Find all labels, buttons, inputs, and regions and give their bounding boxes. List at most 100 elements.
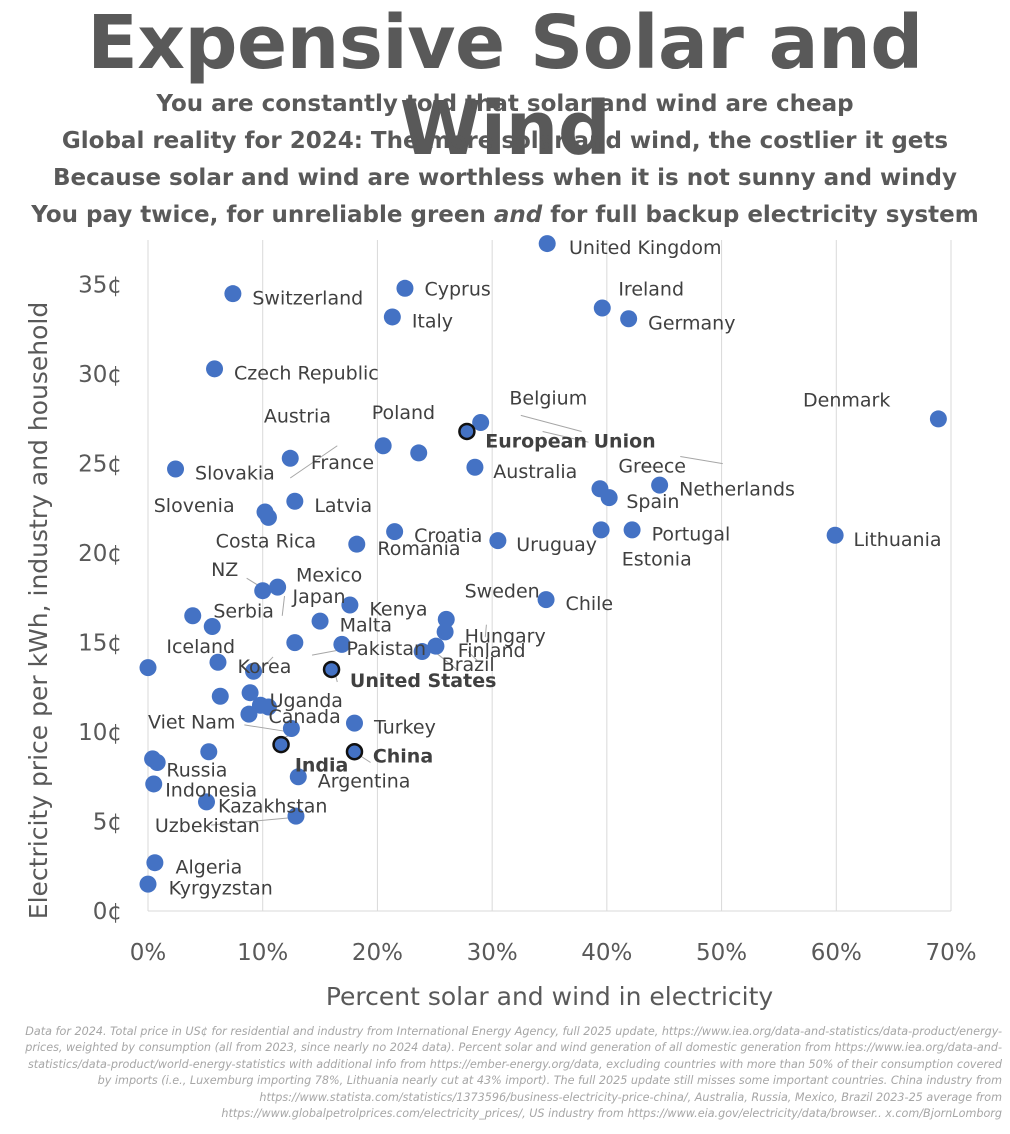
label-slovakia: Slovakia — [195, 463, 275, 485]
point-chile — [537, 591, 555, 609]
x-tick-label: 50% — [696, 940, 747, 966]
point-uzbekistan — [287, 807, 305, 825]
point-cyprus — [396, 279, 414, 297]
point-belgium — [472, 414, 490, 432]
point-united-states — [322, 660, 341, 679]
y-tick-label: 30¢ — [78, 362, 122, 388]
point-canada — [245, 662, 263, 680]
label-czech-republic: Czech Republic — [234, 362, 379, 384]
leader-line — [281, 596, 286, 616]
point-netherlands — [651, 476, 669, 494]
label-croatia: Croatia — [414, 525, 482, 547]
page-title: Expensive Solar and Wind — [87, 0, 923, 172]
point-canada-c — [282, 719, 300, 737]
point-latvia — [286, 492, 304, 510]
label-switzerland: Switzerland — [252, 287, 363, 309]
label-united-states: United States — [350, 670, 497, 692]
leader-line — [289, 445, 338, 479]
label-mexico: Mexico — [296, 565, 362, 587]
leader-line — [520, 414, 582, 432]
label-uzbekistan: Uzbekistan — [155, 815, 260, 837]
point-india — [272, 735, 290, 754]
x-tick-label: 40% — [581, 940, 632, 966]
point-uganda — [241, 684, 259, 702]
point-mexico — [269, 578, 287, 596]
label-serbia: Serbia — [213, 600, 274, 622]
leader-line — [246, 577, 259, 586]
point-portugal — [623, 521, 641, 539]
point-finland — [333, 635, 351, 653]
label-poland: Poland — [372, 402, 435, 424]
label-european-union: European Union — [485, 430, 655, 452]
label-malta: Malta — [340, 615, 392, 637]
subtitle-line-3: Because solar and wind are worthless whe… — [52, 165, 958, 191]
point-argentina — [289, 768, 307, 786]
x-tick-label: 20% — [352, 940, 403, 966]
label-finland: Finland — [458, 640, 526, 662]
label-slovenia: Slovenia — [154, 495, 235, 517]
point-spain — [600, 489, 618, 507]
point-germany — [620, 310, 638, 328]
label-italy: Italy — [412, 311, 453, 333]
x-tick-label: 0% — [130, 940, 167, 966]
y-tick-label: 10¢ — [78, 720, 122, 746]
point-serbia — [184, 607, 202, 625]
subtitle-block: You are constantly told that solar and w… — [0, 86, 1010, 234]
x-tick-label: 30% — [467, 940, 518, 966]
label-latvia: Latvia — [314, 495, 372, 517]
label-kyrgyzstan: Kyrgyzstan — [169, 878, 273, 900]
point-turkey-b — [345, 714, 363, 732]
point-china — [345, 742, 364, 761]
label-romania: Romania — [377, 538, 460, 560]
point-estonia — [592, 521, 610, 539]
y-tick-label: 15¢ — [78, 631, 122, 657]
gridlines — [147, 240, 952, 912]
point-costa-rica — [259, 508, 277, 526]
point-italy — [383, 308, 401, 326]
label-hungary: Hungary — [465, 625, 546, 647]
label-pakistan: Pakistan — [346, 638, 426, 660]
y-tick-label: 25¢ — [78, 452, 122, 478]
point-korea — [209, 653, 227, 671]
label-india: India — [295, 754, 349, 776]
point-poland — [410, 444, 428, 462]
point-iceland — [139, 659, 157, 677]
label-korea: Korea — [237, 656, 291, 678]
x-axis-title: Percent solar and wind in electricity — [326, 982, 774, 1011]
point-malta — [311, 612, 329, 630]
leader-line — [484, 624, 487, 638]
point-switzerland — [224, 285, 242, 303]
data-points — [139, 235, 947, 893]
point-canada-b — [259, 698, 277, 716]
point-uruguay — [489, 532, 507, 550]
label-chile: Chile — [566, 593, 614, 615]
subtitle-line-1: You are constantly told that solar and w… — [156, 91, 854, 117]
subtitle-line-2: Global reality for 2024: The more solar … — [61, 128, 949, 154]
point-turkey — [427, 637, 445, 655]
point-austria — [374, 437, 392, 455]
leader-line — [211, 817, 288, 826]
point-kenya — [341, 596, 359, 614]
label-algeria: Algeria — [176, 856, 243, 878]
point-russia-b — [148, 753, 166, 771]
y-tick-label: 5¢ — [93, 810, 122, 836]
label-viet-nam: Viet Nam — [148, 711, 235, 733]
point-pakistan — [286, 634, 304, 652]
point-france — [281, 449, 299, 467]
label-indonesia: Indonesia — [165, 779, 257, 801]
label-united-kingdom: United Kingdom — [569, 237, 722, 259]
label-estonia: Estonia — [622, 549, 692, 571]
point-nz — [254, 582, 272, 600]
point-croatia — [386, 523, 404, 541]
point-slovakia — [167, 460, 185, 478]
point-algeria — [146, 854, 164, 872]
label-lithuania: Lithuania — [853, 529, 941, 551]
x-tick-label: 10% — [237, 940, 288, 966]
point-ireland — [593, 299, 611, 317]
label-denmark: Denmark — [803, 389, 890, 411]
y-axis-title: Electricity price per kWh, industry and … — [24, 302, 53, 919]
label-brazil: Brazil — [442, 654, 495, 676]
y-tick-label: 0¢ — [93, 899, 122, 925]
label-russia: Russia — [166, 760, 227, 782]
label-uganda: Uganda — [270, 690, 343, 712]
